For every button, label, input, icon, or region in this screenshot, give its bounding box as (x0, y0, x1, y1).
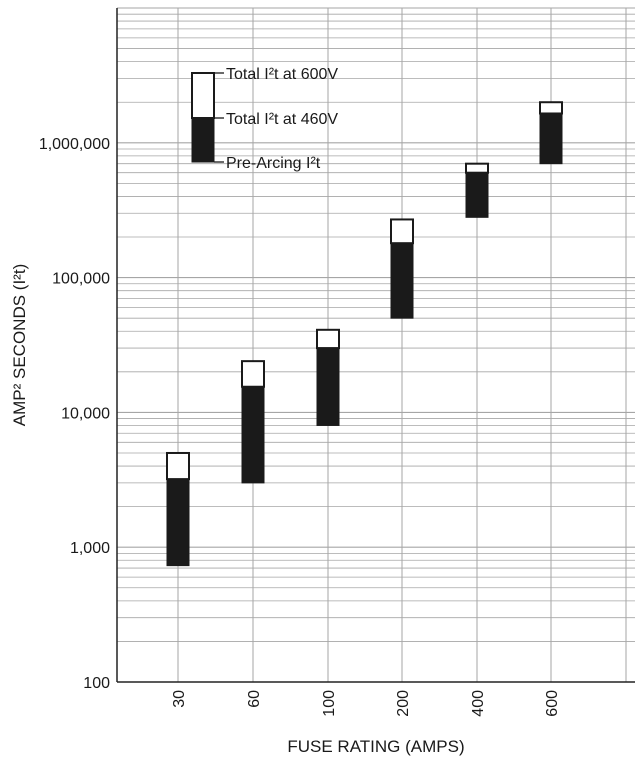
y-tick-label: 1,000,000 (39, 136, 110, 153)
legend: Total I²t at 600V Total I²t at 460V Pre-Ar… (191, 66, 338, 172)
legend-label-600v: Total I²t at 600V (226, 66, 338, 83)
x-tick-label: 60 (246, 690, 263, 708)
x-tick-labels: 30 60 100 200 400 600 (171, 690, 561, 717)
bar-460v-segment (316, 347, 340, 426)
y-tick-labels: 100 1,000 10,000 100,000 1,000,000 (39, 136, 110, 692)
x-axis-title: FUSE RATING (AMPS) (287, 737, 464, 756)
legend-label-460v: Total I²t at 460V (226, 111, 338, 128)
bar-600v-segment (465, 162, 489, 174)
legend-600v-swatch (191, 72, 215, 119)
legend-460v-swatch (191, 117, 215, 163)
x-tick-label: 100 (321, 690, 338, 717)
bar-600v-segment (166, 451, 190, 481)
bar-460v-segment (166, 478, 190, 567)
x-tick-label: 200 (395, 690, 412, 717)
bar-600v-segment (241, 360, 265, 388)
bar-460v-segment (465, 172, 489, 218)
y-axis-title: AMP² SECONDS (I²t) (10, 264, 29, 426)
x-tick-label: 400 (470, 690, 487, 717)
bar-460v-segment (241, 386, 265, 484)
y-tick-label: 100 (83, 675, 110, 692)
bar-600v-segment (390, 218, 414, 245)
legend-label-pre-arcing: Pre-Arcing I²t (226, 155, 321, 172)
bar-460v-segment (539, 112, 563, 165)
bar-460v-segment (390, 242, 414, 319)
y-tick-label: 10,000 (61, 405, 110, 422)
bar-600v-segment (539, 101, 563, 115)
bar-600v-segment (316, 328, 340, 350)
bars (166, 101, 563, 567)
y-tick-label: 1,000 (70, 540, 110, 557)
x-tick-label: 600 (544, 690, 561, 717)
axes (116, 8, 635, 683)
x-tick-label: 30 (171, 690, 188, 708)
y-tick-label: 100,000 (52, 271, 110, 288)
